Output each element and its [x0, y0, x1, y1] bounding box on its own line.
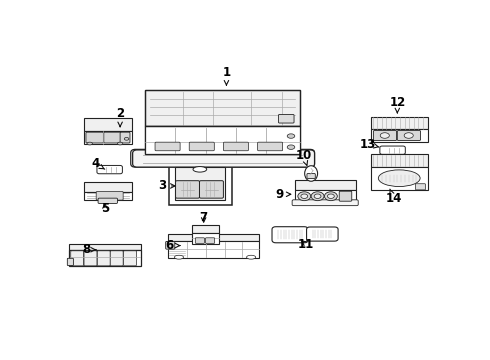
Ellipse shape	[118, 142, 123, 145]
FancyBboxPatch shape	[166, 242, 175, 249]
Polygon shape	[168, 242, 259, 258]
Text: 11: 11	[298, 238, 314, 251]
FancyBboxPatch shape	[416, 184, 425, 190]
Text: 7: 7	[199, 211, 208, 224]
FancyBboxPatch shape	[133, 150, 315, 167]
Text: 12: 12	[389, 96, 405, 113]
Text: 10: 10	[295, 149, 312, 166]
Polygon shape	[175, 167, 224, 200]
Ellipse shape	[380, 133, 390, 138]
FancyBboxPatch shape	[339, 191, 352, 201]
Text: 14: 14	[385, 189, 402, 205]
Polygon shape	[371, 117, 428, 129]
Ellipse shape	[301, 194, 308, 198]
FancyBboxPatch shape	[96, 192, 123, 200]
Ellipse shape	[298, 192, 311, 201]
Ellipse shape	[327, 194, 334, 198]
Polygon shape	[192, 233, 219, 244]
FancyBboxPatch shape	[98, 198, 118, 203]
Ellipse shape	[124, 138, 129, 140]
Polygon shape	[145, 126, 300, 154]
Text: 9: 9	[275, 188, 291, 201]
Text: 13: 13	[360, 138, 379, 151]
Polygon shape	[69, 244, 141, 250]
FancyBboxPatch shape	[67, 258, 74, 266]
FancyBboxPatch shape	[104, 132, 121, 143]
FancyBboxPatch shape	[272, 227, 308, 243]
FancyBboxPatch shape	[258, 142, 283, 151]
FancyBboxPatch shape	[196, 238, 204, 243]
Text: 4: 4	[91, 157, 105, 170]
FancyBboxPatch shape	[131, 149, 315, 167]
Polygon shape	[84, 182, 131, 192]
FancyBboxPatch shape	[380, 146, 405, 154]
FancyBboxPatch shape	[292, 200, 358, 206]
FancyBboxPatch shape	[110, 251, 123, 266]
Ellipse shape	[287, 134, 295, 138]
Ellipse shape	[305, 166, 318, 181]
Polygon shape	[145, 90, 300, 126]
FancyBboxPatch shape	[223, 142, 248, 151]
FancyBboxPatch shape	[98, 251, 110, 266]
Ellipse shape	[378, 170, 420, 186]
Polygon shape	[84, 131, 131, 144]
FancyBboxPatch shape	[278, 114, 294, 123]
FancyBboxPatch shape	[123, 251, 136, 266]
Ellipse shape	[87, 142, 93, 145]
FancyBboxPatch shape	[307, 227, 338, 241]
Text: 2: 2	[116, 107, 124, 127]
Ellipse shape	[324, 192, 337, 201]
Ellipse shape	[246, 255, 256, 259]
Polygon shape	[371, 129, 428, 141]
FancyBboxPatch shape	[155, 142, 180, 151]
Polygon shape	[168, 234, 259, 242]
FancyBboxPatch shape	[206, 238, 215, 243]
Polygon shape	[69, 250, 141, 266]
Bar	[170, 165, 232, 205]
FancyBboxPatch shape	[189, 142, 214, 151]
FancyBboxPatch shape	[86, 132, 103, 143]
Ellipse shape	[314, 194, 321, 198]
Text: 1: 1	[222, 66, 230, 85]
Polygon shape	[371, 154, 428, 167]
Polygon shape	[371, 167, 428, 190]
FancyBboxPatch shape	[373, 131, 396, 140]
Polygon shape	[145, 126, 300, 154]
FancyBboxPatch shape	[84, 251, 97, 266]
Text: 6: 6	[165, 239, 180, 252]
FancyBboxPatch shape	[307, 174, 315, 179]
Text: 5: 5	[101, 202, 109, 215]
Polygon shape	[295, 180, 356, 190]
FancyBboxPatch shape	[175, 181, 199, 198]
FancyBboxPatch shape	[120, 132, 130, 143]
FancyBboxPatch shape	[199, 181, 223, 198]
Ellipse shape	[174, 255, 184, 259]
Text: 8: 8	[82, 243, 96, 256]
Polygon shape	[84, 118, 131, 131]
Polygon shape	[84, 192, 131, 200]
FancyBboxPatch shape	[397, 131, 420, 140]
FancyBboxPatch shape	[97, 166, 122, 174]
Polygon shape	[192, 225, 219, 233]
Ellipse shape	[287, 145, 295, 149]
Ellipse shape	[193, 167, 207, 172]
Text: 3: 3	[158, 179, 175, 193]
FancyBboxPatch shape	[71, 251, 84, 266]
Ellipse shape	[311, 192, 324, 201]
Ellipse shape	[404, 133, 413, 138]
Polygon shape	[295, 190, 356, 203]
